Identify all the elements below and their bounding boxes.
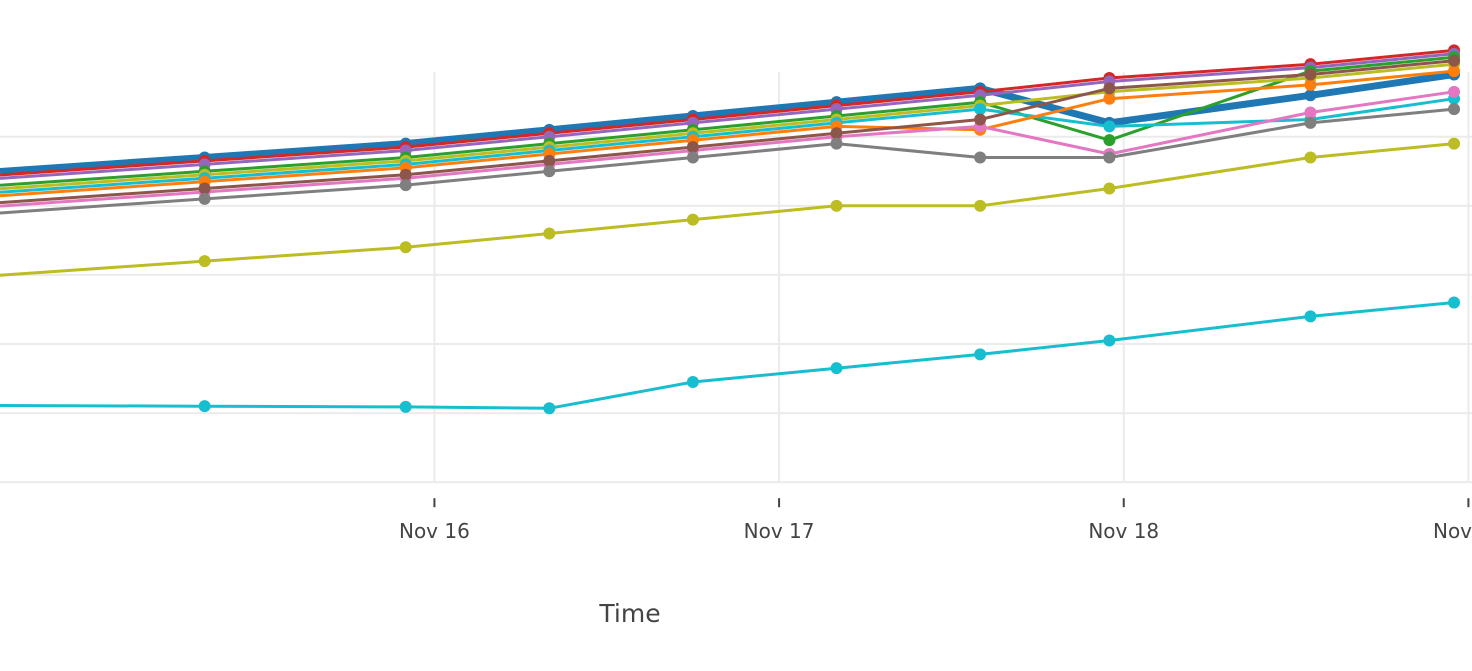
series-line-6 <box>0 69 1455 198</box>
series-11-point-8 <box>1448 296 1461 309</box>
x-tick-label-3: Nov 19 <box>1433 519 1472 543</box>
series-line-11 <box>0 301 1455 410</box>
series-line-2 <box>0 52 1455 180</box>
series-9 <box>0 103 1461 215</box>
series-8 <box>0 54 1461 205</box>
series-8-point-5 <box>974 113 987 126</box>
x-tick-label-1: Nov 17 <box>744 519 815 543</box>
series-9-point-8 <box>1448 103 1461 116</box>
series-9-point-4 <box>830 137 843 150</box>
series-10-point-0 <box>198 255 211 268</box>
series-line-9 <box>0 107 1455 215</box>
series-9-point-1 <box>399 179 412 192</box>
series-line-1 <box>0 48 1455 177</box>
series-5-point-5 <box>974 103 987 116</box>
series-7-point-8 <box>1448 85 1461 98</box>
series-8-point-8 <box>1448 54 1461 67</box>
series-6-point-8 <box>1448 65 1461 78</box>
series-6-point-6 <box>1103 92 1116 105</box>
series-11-point-2 <box>543 402 556 415</box>
series-11-point-4 <box>830 362 843 375</box>
series-8-point-3 <box>686 141 699 154</box>
series-9-point-0 <box>198 192 211 205</box>
series-9-point-6 <box>1103 151 1116 164</box>
series-9-point-5 <box>974 151 987 164</box>
series-10-point-4 <box>830 199 843 212</box>
series-11-point-3 <box>686 376 699 388</box>
series-9-point-3 <box>686 151 699 164</box>
series-10-point-1 <box>399 241 412 254</box>
series-8-point-2 <box>543 154 556 167</box>
series-line-4 <box>0 62 1455 191</box>
series-8-point-6 <box>1103 82 1116 95</box>
x-tick-label-0: Nov 16 <box>399 519 470 543</box>
series-11 <box>0 296 1461 415</box>
series-3-point-6 <box>1103 134 1116 147</box>
series-9-point-2 <box>543 165 556 178</box>
series-line-7 <box>0 90 1455 208</box>
x-axis-title: Time <box>598 599 660 628</box>
series-5-point-6 <box>1103 120 1116 133</box>
series-0-point-7 <box>1304 89 1317 102</box>
series-line-10 <box>0 142 1455 277</box>
series-10-point-6 <box>1103 182 1116 195</box>
series-8-point-0 <box>198 182 211 195</box>
series-10 <box>0 137 1461 277</box>
x-axis-ticks: Nov 16 Nov 17 Nov 18 Nov 19 <box>399 498 1472 543</box>
series-lines <box>0 44 1461 415</box>
series-line-8 <box>0 59 1455 205</box>
series-line-3 <box>0 55 1455 187</box>
series-10-point-5 <box>974 199 987 212</box>
series-10-point-7 <box>1304 151 1317 164</box>
series-11-point-1 <box>399 400 412 413</box>
series-10-point-3 <box>686 213 699 226</box>
series-11-point-7 <box>1304 310 1317 323</box>
series-11-point-5 <box>974 348 987 361</box>
series-11-point-6 <box>1103 334 1116 347</box>
series-9-point-7 <box>1304 116 1317 129</box>
series-8-point-4 <box>830 127 843 140</box>
series-line-0 <box>0 71 1455 175</box>
series-8-point-1 <box>399 168 412 181</box>
series-10-point-2 <box>543 227 556 240</box>
series-line-5 <box>0 97 1455 194</box>
series-7-point-7 <box>1304 106 1317 119</box>
x-tick-label-2: Nov 18 <box>1088 519 1159 543</box>
series-10-point-8 <box>1448 137 1461 150</box>
series-8-point-7 <box>1304 68 1317 81</box>
series-6-point-7 <box>1304 78 1317 91</box>
series-11-point-0 <box>198 400 211 413</box>
